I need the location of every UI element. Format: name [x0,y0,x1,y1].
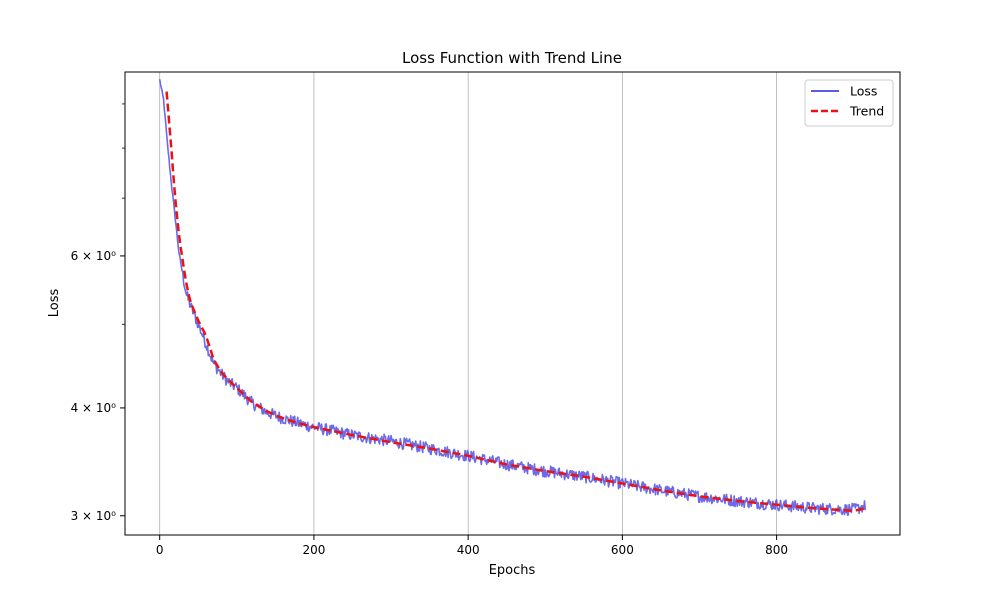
x-tick-label: 200 [302,543,325,557]
x-tick-label: 600 [611,543,634,557]
x-tick-label: 800 [765,543,788,557]
legend-label-trend: Trend [849,104,884,119]
y-axis-ticks: 3 × 10⁰ 4 × 10⁰ 6 × 10⁰ [71,103,125,523]
series-line-trend [165,91,866,513]
plot-data-area [158,79,867,516]
chart-title: Loss Function with Trend Line [402,49,622,67]
y-tick-label: 6 × 10⁰ [71,249,117,263]
x-axis-label: Epochs [489,563,536,578]
y-tick-label: 4 × 10⁰ [71,401,117,415]
legend-label-loss: Loss [850,84,877,99]
y-axis-label: Loss [47,289,62,318]
legend: Loss Trend [804,79,894,127]
x-axis-ticks: 0 200 400 600 800 [156,535,788,557]
x-tick-label: 400 [457,543,480,557]
x-tick-label: 0 [156,543,164,557]
y-tick-label: 3 × 10⁰ [71,509,117,523]
axes-frame [124,71,901,536]
